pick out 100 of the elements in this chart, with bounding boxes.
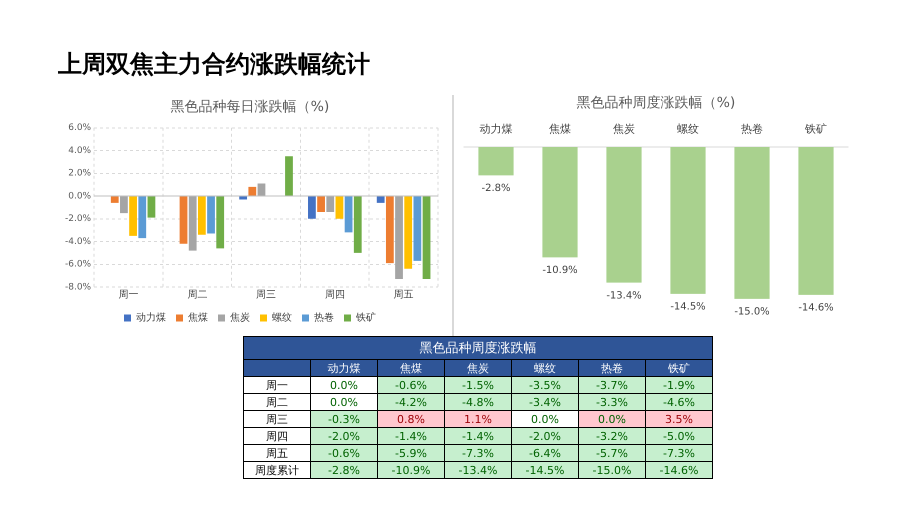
data-label: -14.6% (798, 302, 834, 314)
x-tick-label: 焦炭 (444, 360, 512, 376)
x-tick-label: 焦炭 (613, 122, 635, 136)
data-label: 0.8% (378, 410, 444, 428)
bar (188, 196, 197, 251)
legend-label: 焦炭 (230, 312, 250, 324)
data-label: -2.0% (310, 428, 378, 444)
data-label: -15.0% (734, 306, 770, 318)
data-label: -2.0% (512, 428, 578, 444)
y-tick-label: -8.0% (64, 282, 92, 292)
data-label: -1.9% (646, 376, 712, 394)
bar (138, 196, 146, 238)
y-tick-label: -6.0% (64, 260, 92, 270)
legend-label: 铁矿 (355, 312, 376, 324)
data-label: -14.6% (646, 462, 712, 478)
bar (120, 196, 128, 214)
x-tick-label: 周二 (187, 290, 208, 301)
bar (207, 196, 215, 234)
x-tick-label: 周四 (324, 290, 345, 301)
data-label: 0.0% (310, 376, 378, 394)
data-label: -4.6% (646, 394, 712, 410)
data-label: 0.0% (578, 410, 646, 428)
bar (326, 196, 334, 212)
y-tick-label: 周一 (244, 376, 310, 394)
bar (148, 196, 156, 218)
bar (376, 196, 385, 203)
chart-title: 黑色品种周度涨跌幅（%) (576, 95, 736, 112)
bar (258, 184, 266, 196)
y-tick-label: 0.0% (68, 191, 92, 202)
bar (198, 196, 206, 235)
data-label: -5.7% (578, 444, 646, 462)
data-label: 3.5% (646, 410, 712, 428)
y-tick-label: 4.0% (68, 146, 92, 156)
data-label: 1.1% (444, 410, 512, 428)
data-label: -15.0% (578, 462, 646, 478)
y-tick-label: 周五 (244, 444, 310, 462)
x-tick-label: 焦煤 (378, 360, 444, 376)
data-label: -3.5% (512, 376, 578, 394)
bar (413, 196, 422, 261)
x-tick-label: 周五 (394, 290, 414, 301)
x-tick-label: 焦煤 (549, 122, 571, 136)
y-tick-label: 周四 (244, 428, 310, 444)
chart-title: 黑色品种周度涨跌幅 (244, 336, 712, 360)
data-label: -5.0% (646, 428, 712, 444)
data-label: -10.9% (542, 264, 578, 276)
bar (336, 196, 344, 219)
bar (317, 196, 325, 212)
bar (354, 196, 362, 253)
bar (180, 196, 188, 244)
x-tick-label: 螺纹 (512, 360, 578, 376)
x-tick-label: 铁矿 (646, 360, 712, 376)
x-tick-label: 动力煤 (310, 360, 378, 376)
bar (216, 196, 224, 248)
bar (239, 196, 248, 200)
bar (285, 156, 293, 196)
text: 上周双焦主力合约涨跌幅统计 (58, 49, 370, 80)
data-label: -13.4% (606, 290, 642, 302)
data-label: -3.3% (578, 394, 646, 410)
data-label: -7.3% (444, 444, 512, 462)
data-label: -0.6% (378, 376, 444, 394)
data-label: -2.8% (310, 462, 378, 478)
legend-label: 热卷 (314, 312, 334, 324)
y-tick-label: 周三 (244, 410, 310, 428)
data-label: -4.2% (378, 394, 444, 410)
bar (395, 196, 403, 280)
data-label: -0.3% (310, 410, 378, 428)
data-label: -2.8% (481, 182, 511, 194)
data-label: -4.8% (444, 394, 512, 410)
x-tick-label: 热卷 (741, 122, 763, 136)
legend-label: 螺纹 (272, 312, 292, 324)
y-tick-label: 周二 (244, 394, 310, 410)
x-tick-label: 铁矿 (804, 122, 827, 136)
bar (422, 196, 430, 280)
x-tick-label: 螺纹 (677, 122, 699, 136)
bar (129, 196, 137, 236)
bar (386, 196, 394, 264)
bar (248, 186, 256, 196)
bar (308, 196, 316, 219)
data-label: -14.5% (670, 301, 706, 312)
data-label: 0.0% (310, 394, 378, 410)
data-label: -3.4% (512, 394, 578, 410)
x-tick-label: 周一 (118, 290, 138, 301)
chart-title: 黑色品种每日涨跌幅（%) (170, 99, 330, 116)
y-tick-label: -2.0% (64, 214, 92, 224)
data-label: -3.7% (578, 376, 646, 394)
bar (404, 196, 412, 269)
legend-label: 动力煤 (136, 312, 166, 324)
data-label: 0.0% (512, 410, 578, 428)
y-tick-label: 6.0% (68, 123, 92, 134)
bar (110, 196, 119, 203)
bar (344, 196, 352, 232)
data-label: -1.4% (378, 428, 444, 444)
data-label: -13.4% (444, 462, 512, 478)
data-label: -10.9% (378, 462, 444, 478)
data-label: -1.4% (444, 428, 512, 444)
y-tick-label: -4.0% (64, 236, 92, 247)
legend-label: 焦煤 (188, 312, 208, 324)
data-label: -6.4% (512, 444, 578, 462)
x-tick-label: 动力煤 (480, 122, 512, 136)
y-tick-label: 2.0% (68, 168, 92, 179)
